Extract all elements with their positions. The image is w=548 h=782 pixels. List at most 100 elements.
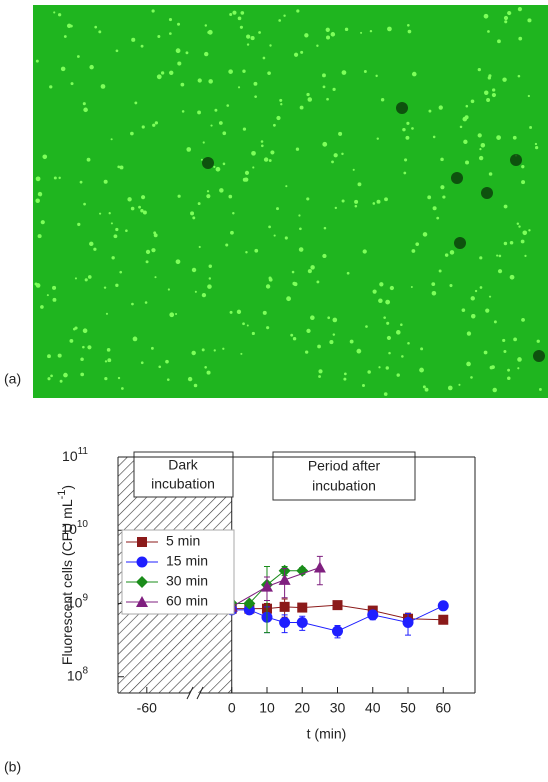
cell <box>503 15 509 21</box>
cell <box>59 379 63 383</box>
cell <box>465 104 469 108</box>
cell <box>98 30 102 34</box>
cell <box>70 82 74 86</box>
cell <box>63 35 67 38</box>
legend-label: 30 min <box>166 573 208 589</box>
x-tick-label: 60 <box>435 700 451 716</box>
cell <box>428 109 432 113</box>
cell <box>186 147 192 152</box>
y-axis-label: Fluorescent cells (CFU mL-1) <box>56 485 75 665</box>
panel-label: (a) <box>4 371 21 387</box>
cell <box>369 29 373 33</box>
marker <box>367 609 379 621</box>
cell <box>138 205 141 209</box>
cell <box>521 180 526 185</box>
cell <box>422 232 428 237</box>
y-tick-label: 109 <box>67 592 89 610</box>
cell <box>103 286 107 289</box>
marker <box>402 617 414 629</box>
cell <box>228 194 233 199</box>
cell <box>69 24 73 28</box>
cell <box>237 16 242 21</box>
cell <box>326 97 329 101</box>
cell <box>486 98 491 102</box>
cell <box>305 350 309 354</box>
cell <box>270 150 275 155</box>
cell <box>431 282 436 286</box>
x-tick-label: -60 <box>137 700 157 716</box>
cell <box>378 298 383 304</box>
cell <box>140 44 144 48</box>
cell <box>76 55 80 58</box>
cell <box>47 354 51 359</box>
cell <box>84 278 88 282</box>
cell <box>130 131 134 136</box>
x-tick-label: 0 <box>228 700 236 716</box>
cell <box>338 131 343 136</box>
cell <box>140 361 144 365</box>
x-tick-label: 20 <box>294 700 310 716</box>
axis-break <box>186 686 194 700</box>
cell <box>35 59 39 63</box>
cell <box>349 339 354 344</box>
cell <box>167 288 170 291</box>
marker <box>136 556 148 568</box>
marker <box>332 600 343 611</box>
cell <box>141 195 146 200</box>
cell <box>372 202 376 205</box>
cell <box>93 247 97 251</box>
marker <box>260 580 273 592</box>
cell <box>207 29 213 35</box>
y-axis-label-end: ) <box>59 485 75 490</box>
cell <box>218 121 223 125</box>
cell <box>431 290 437 296</box>
cell <box>191 350 196 356</box>
cell <box>415 242 420 246</box>
x-tick-label: 40 <box>365 700 381 716</box>
cell <box>131 302 134 306</box>
cell <box>436 216 440 220</box>
cell <box>210 124 213 127</box>
cell <box>115 49 119 53</box>
cell <box>438 269 442 273</box>
cell <box>419 367 424 373</box>
cell <box>191 267 197 273</box>
cell <box>145 249 151 255</box>
cell <box>119 270 123 274</box>
cell <box>104 377 108 381</box>
cell <box>295 147 300 151</box>
cell <box>503 204 508 209</box>
cell <box>489 365 494 370</box>
cell <box>400 323 403 326</box>
cell <box>49 85 53 89</box>
cell <box>363 70 367 73</box>
cell <box>318 375 321 378</box>
cell <box>232 212 235 215</box>
cell <box>385 299 391 305</box>
cell <box>156 74 162 80</box>
cell <box>240 11 245 15</box>
marker <box>297 602 308 613</box>
cell <box>134 101 138 105</box>
marker <box>278 573 291 585</box>
cell <box>387 26 392 32</box>
annotation: Dark <box>168 457 199 473</box>
cell <box>262 56 266 60</box>
cell <box>258 31 261 34</box>
cell <box>411 249 416 253</box>
cell <box>361 383 365 387</box>
cell <box>318 369 323 374</box>
cell <box>516 222 520 226</box>
cell <box>513 337 517 342</box>
cell <box>411 127 414 130</box>
cell <box>35 198 40 204</box>
cell <box>79 180 83 184</box>
cell <box>47 377 51 381</box>
cell <box>150 346 154 350</box>
dark-spot <box>396 102 408 114</box>
cell <box>153 231 157 235</box>
cell <box>58 176 61 180</box>
cell <box>242 322 245 326</box>
cell <box>181 110 185 113</box>
cell <box>352 168 355 171</box>
